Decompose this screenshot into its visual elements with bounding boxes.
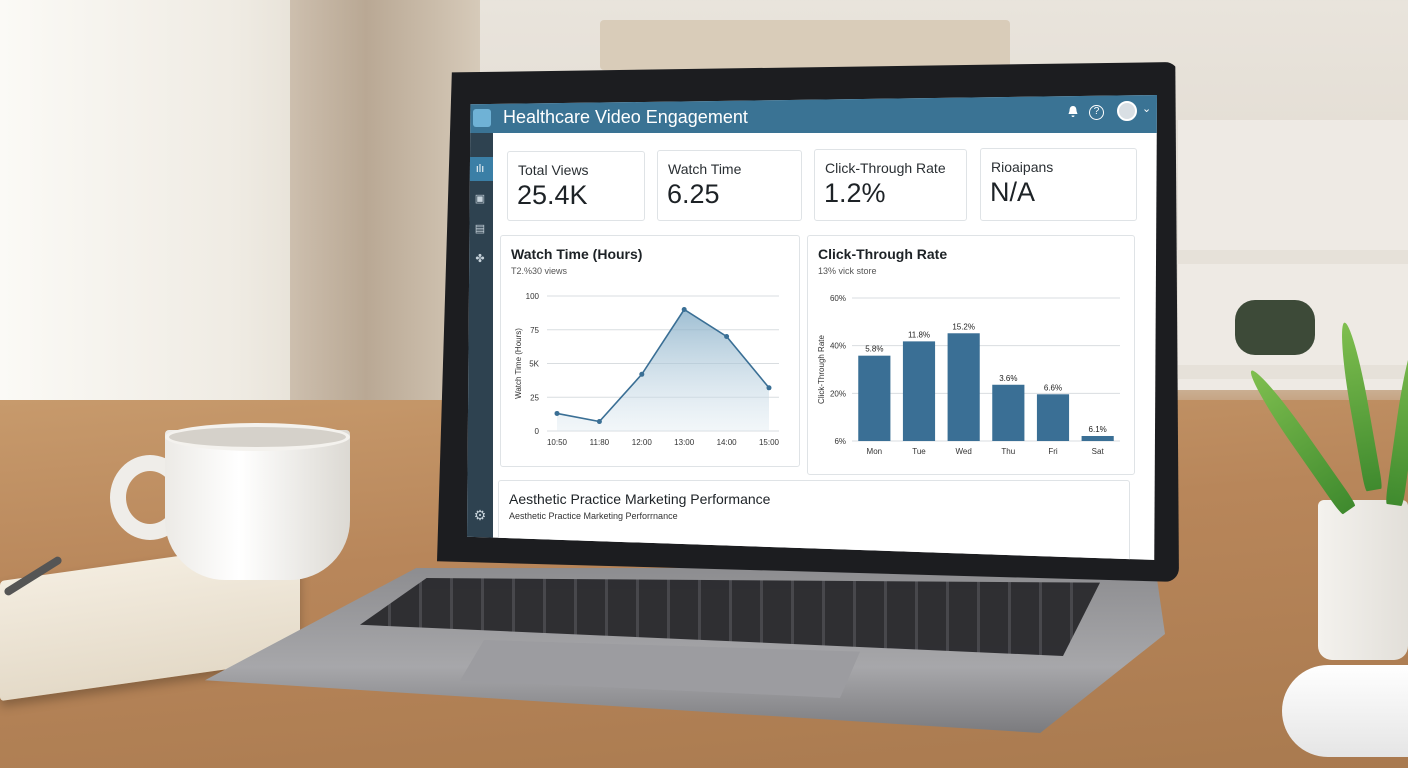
data-point: [681, 307, 687, 312]
shelf-board: [1170, 250, 1408, 264]
kpi-label: Watch Time: [668, 161, 742, 177]
avatar[interactable]: [1117, 101, 1137, 121]
x-tick-label: Fri: [1048, 447, 1058, 456]
data-point: [596, 419, 602, 425]
data-point: [724, 334, 730, 339]
x-tick-label: Thu: [1001, 447, 1015, 456]
y-tick-label: 0: [535, 427, 540, 436]
bar-value-label: 5.8%: [865, 345, 883, 354]
app-title: Healthcare Video Engagement: [503, 107, 748, 127]
shelf-board: [1170, 365, 1408, 379]
data-point: [639, 371, 645, 377]
bar: [1081, 435, 1114, 441]
x-tick-label: 14:00: [717, 438, 738, 447]
bar-value-label: 11.8%: [908, 330, 930, 339]
plant-pot: [1318, 500, 1408, 660]
series-line: [556, 308, 770, 423]
chevron-down-icon[interactable]: ⌄: [1142, 103, 1152, 115]
y-tick-label: 100: [526, 292, 540, 301]
y-axis-label: Click-Through Rate: [817, 334, 826, 403]
watch-time-panel: Watch Time (Hours) T2.%30 views 100 75 5K 2…: [500, 235, 800, 467]
coffee-mug: [165, 430, 350, 580]
panel-title: Click-Through Rate: [818, 246, 948, 262]
x-tick-label: 15:00: [759, 438, 780, 447]
sidebar-item-analytics[interactable]: ılı: [467, 157, 493, 181]
bar: [858, 355, 891, 441]
bar-value-label: 6.6%: [1044, 383, 1062, 392]
y-tick-label: 6%: [834, 437, 846, 446]
panel-subtitle: T2.%30 views: [511, 266, 568, 276]
x-tick-label: Sat: [1092, 447, 1105, 456]
app-header: Healthcare Video Engagement ? ⌄: [467, 95, 1157, 133]
panel-title: Aesthetic Practice Marketing Performance: [509, 491, 771, 507]
kpi-card-total-views[interactable]: Total Views 25.4K: [507, 151, 645, 221]
y-tick-label: 20%: [830, 389, 846, 398]
kpi-label: Rioaipans: [991, 159, 1054, 175]
kpi-card-watch-time[interactable]: Watch Time 6.25: [657, 150, 802, 221]
background-plant: [1235, 300, 1315, 355]
bar-value-label: 3.6%: [999, 374, 1017, 383]
background-cabinet: [600, 20, 1010, 70]
x-tick-label: 10:50: [547, 438, 568, 447]
help-icon[interactable]: ?: [1089, 105, 1104, 120]
grid-logo-icon: [473, 109, 491, 127]
sidebar: ılı ▣ ▤ ✤ ⚙: [467, 133, 493, 560]
kpi-card-click-through-rate[interactable]: Click-Through Rate 1.2%: [814, 149, 967, 221]
bar: [947, 333, 980, 441]
computer-mouse: [1282, 665, 1408, 757]
y-tick-label: 60%: [830, 294, 846, 303]
x-tick-label: 13:00: [674, 438, 695, 447]
gear-icon[interactable]: ⚙: [473, 507, 487, 523]
y-tick-label: 25: [530, 393, 539, 402]
bar-value-label: 6.1%: [1089, 425, 1107, 434]
mug-rim: [165, 423, 350, 451]
y-tick-label: 75: [530, 326, 539, 335]
x-tick-label: 12:00: [632, 438, 653, 447]
kpi-label: Total Views: [518, 162, 589, 178]
laptop-screen: Healthcare Video Engagement ? ⌄ ılı ▣ ▤ …: [467, 95, 1157, 560]
panel-subtitle: Aesthetic Practice Marketing Perforrnanc…: [509, 511, 678, 521]
data-point: [766, 385, 772, 391]
y-axis-label: Watch Time (Hours): [514, 328, 523, 399]
y-tick-label: 5K: [529, 360, 539, 369]
kpi-card-fourth[interactable]: Rioaipans N/A: [980, 148, 1137, 221]
kpi-value: N/A: [990, 177, 1036, 207]
panel-title: Watch Time (Hours): [511, 246, 643, 262]
kpi-value: 25.4K: [517, 180, 588, 210]
ctr-bar-chart: 60% 40% 20% 6% Click-Through Rate 5.8% Mon 11.8…: [817, 294, 1120, 456]
ctr-panel: Click-Through Rate 13% vick store 60% 40%…: [807, 235, 1135, 475]
bell-icon[interactable]: [1067, 105, 1079, 122]
kpi-value: 1.2%: [824, 178, 886, 208]
kpi-value: 6.25: [667, 179, 720, 209]
x-tick-label: Wed: [956, 447, 972, 456]
panel-subtitle: 13% vick store: [818, 266, 877, 276]
x-tick-label: Mon: [867, 447, 883, 456]
watch-time-chart: 100 75 5K 25 0 Watch Time (Hours) 10:50 11:80 12…: [514, 292, 780, 447]
x-tick-label: 11:80: [590, 438, 610, 447]
sidebar-item-integrations[interactable]: ✤: [475, 253, 485, 265]
sidebar-item-videos[interactable]: ▣: [474, 193, 486, 205]
bar: [902, 341, 936, 441]
kpi-label: Click-Through Rate: [825, 160, 946, 176]
y-tick-label: 40%: [830, 342, 846, 351]
bar-value-label: 15.2%: [952, 322, 975, 331]
data-point: [554, 410, 560, 416]
sidebar-item-documents[interactable]: ▤: [474, 223, 486, 235]
bar: [1036, 394, 1070, 441]
x-tick-label: Tue: [912, 447, 926, 456]
bar: [992, 384, 1025, 441]
area-fill: [557, 309, 769, 431]
